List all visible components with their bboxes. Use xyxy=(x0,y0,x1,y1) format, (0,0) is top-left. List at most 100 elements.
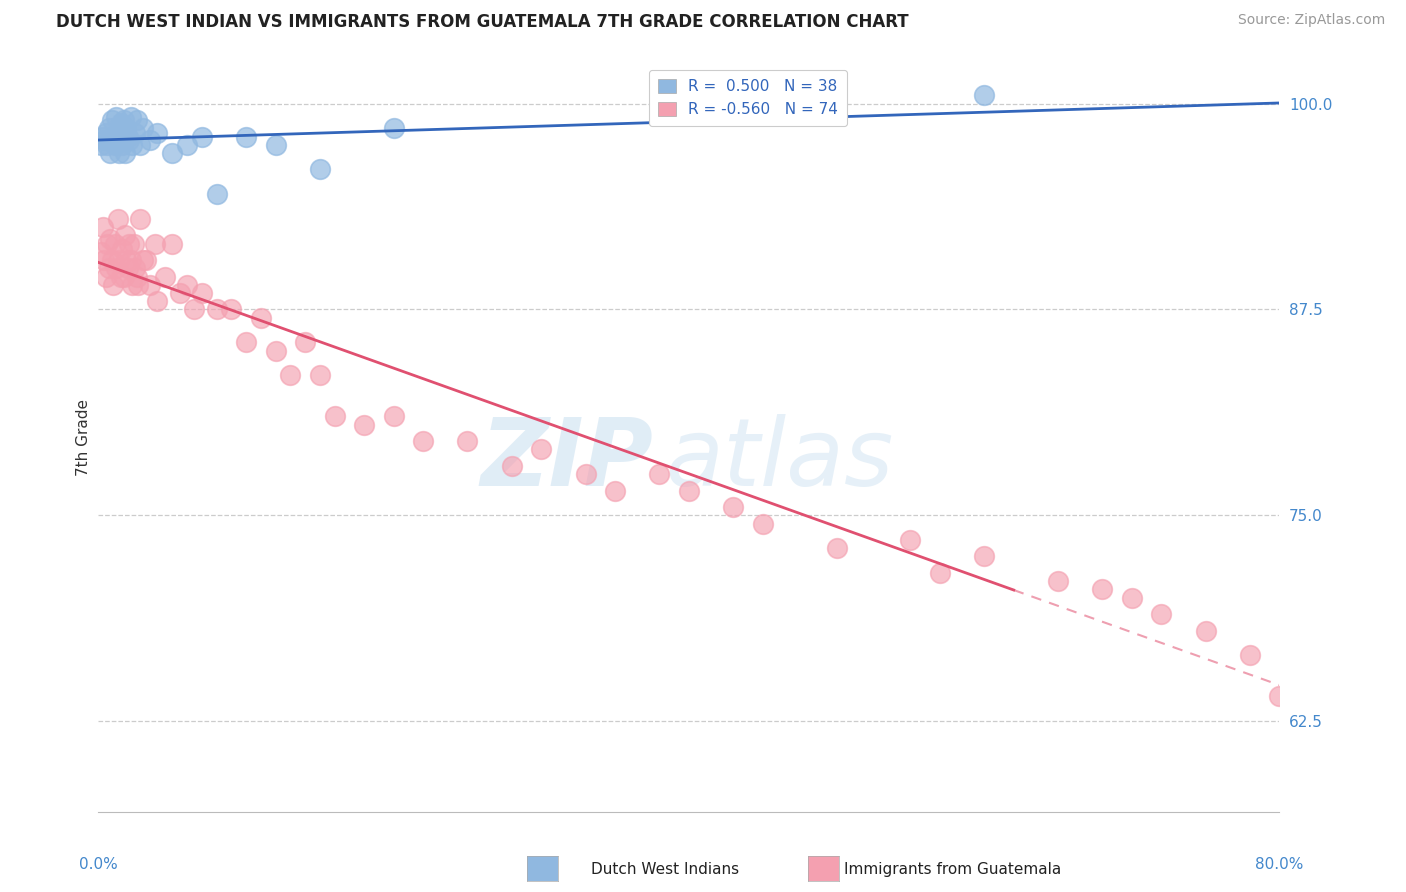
Point xyxy=(121,277,143,292)
Point xyxy=(264,343,287,358)
Point xyxy=(117,261,139,276)
Point xyxy=(723,500,745,514)
Point xyxy=(323,409,346,424)
Point xyxy=(132,253,155,268)
Point xyxy=(153,269,176,284)
Point xyxy=(118,133,141,147)
Point xyxy=(457,434,479,449)
Point xyxy=(235,335,257,350)
Point xyxy=(176,137,198,152)
Text: Source: ZipAtlas.com: Source: ZipAtlas.com xyxy=(1237,13,1385,28)
Point xyxy=(139,277,162,292)
Point xyxy=(1121,591,1143,605)
Point xyxy=(294,335,316,350)
Legend: R =  0.500   N = 38, R = -0.560   N = 74: R = 0.500 N = 38, R = -0.560 N = 74 xyxy=(648,70,848,126)
Point xyxy=(98,146,121,161)
Text: 80.0%: 80.0% xyxy=(1256,856,1303,871)
Point xyxy=(110,269,132,284)
Point xyxy=(1047,574,1070,589)
Point xyxy=(110,116,132,130)
Point xyxy=(309,368,332,383)
Point xyxy=(205,302,228,317)
Point xyxy=(128,211,150,226)
Point xyxy=(104,236,127,251)
Point xyxy=(143,236,166,251)
Point xyxy=(96,236,118,251)
Text: Immigrants from Guatemala: Immigrants from Guatemala xyxy=(844,863,1062,877)
Point xyxy=(169,285,191,300)
Point xyxy=(264,137,287,152)
Point xyxy=(125,113,148,128)
Point xyxy=(97,121,120,136)
Point xyxy=(91,220,114,235)
Point xyxy=(205,187,228,202)
Text: DUTCH WEST INDIAN VS IMMIGRANTS FROM GUATEMALA 7TH GRADE CORRELATION CHART: DUTCH WEST INDIAN VS IMMIGRANTS FROM GUA… xyxy=(56,13,908,31)
Point xyxy=(118,236,141,251)
Point xyxy=(122,236,145,251)
Point xyxy=(98,232,121,246)
Point xyxy=(124,126,146,140)
Point xyxy=(115,253,138,268)
Point xyxy=(162,236,183,251)
Point xyxy=(825,541,848,556)
Point xyxy=(108,146,131,161)
Point xyxy=(112,269,135,284)
Point xyxy=(929,566,952,580)
Point xyxy=(103,129,125,144)
Point xyxy=(280,368,302,383)
Point xyxy=(103,277,125,292)
Point xyxy=(111,137,134,152)
Point xyxy=(678,483,700,498)
Point xyxy=(1239,648,1261,663)
Point xyxy=(120,110,142,124)
Point xyxy=(90,244,112,259)
Point xyxy=(94,126,117,140)
Point xyxy=(117,129,139,144)
Point xyxy=(124,261,146,276)
Point xyxy=(191,129,214,144)
Point xyxy=(120,253,142,268)
Point xyxy=(353,417,375,432)
Point xyxy=(501,458,523,473)
Point xyxy=(108,253,131,268)
Point xyxy=(100,113,122,128)
Point xyxy=(1298,665,1320,679)
Y-axis label: 7th Grade: 7th Grade xyxy=(76,399,91,475)
Point xyxy=(309,162,332,177)
Point xyxy=(114,228,136,243)
Point xyxy=(973,88,995,103)
Point xyxy=(530,442,553,457)
Point xyxy=(100,253,122,268)
Point xyxy=(127,277,149,292)
Point xyxy=(183,302,205,317)
Point xyxy=(752,516,775,531)
Point xyxy=(105,261,128,276)
Point xyxy=(1195,624,1218,638)
Point xyxy=(191,285,214,300)
Point xyxy=(97,261,120,276)
Point xyxy=(132,121,155,136)
Point xyxy=(105,110,128,124)
Point xyxy=(1268,690,1291,704)
Point xyxy=(162,146,183,161)
Point xyxy=(115,121,138,136)
Point xyxy=(121,137,143,152)
Point xyxy=(1343,690,1365,704)
Point xyxy=(125,269,148,284)
Point xyxy=(176,277,198,292)
Point xyxy=(107,211,129,226)
Text: 0.0%: 0.0% xyxy=(79,856,118,871)
Point xyxy=(128,137,150,152)
Point xyxy=(91,129,114,144)
Point xyxy=(575,467,598,482)
Point xyxy=(94,269,117,284)
Point xyxy=(382,409,405,424)
Point xyxy=(221,302,243,317)
Point xyxy=(146,294,169,309)
Point xyxy=(93,133,115,147)
Text: ZIP: ZIP xyxy=(481,414,654,506)
Point xyxy=(412,434,434,449)
Point xyxy=(1091,582,1114,597)
Point xyxy=(135,253,157,268)
Point xyxy=(93,253,115,268)
